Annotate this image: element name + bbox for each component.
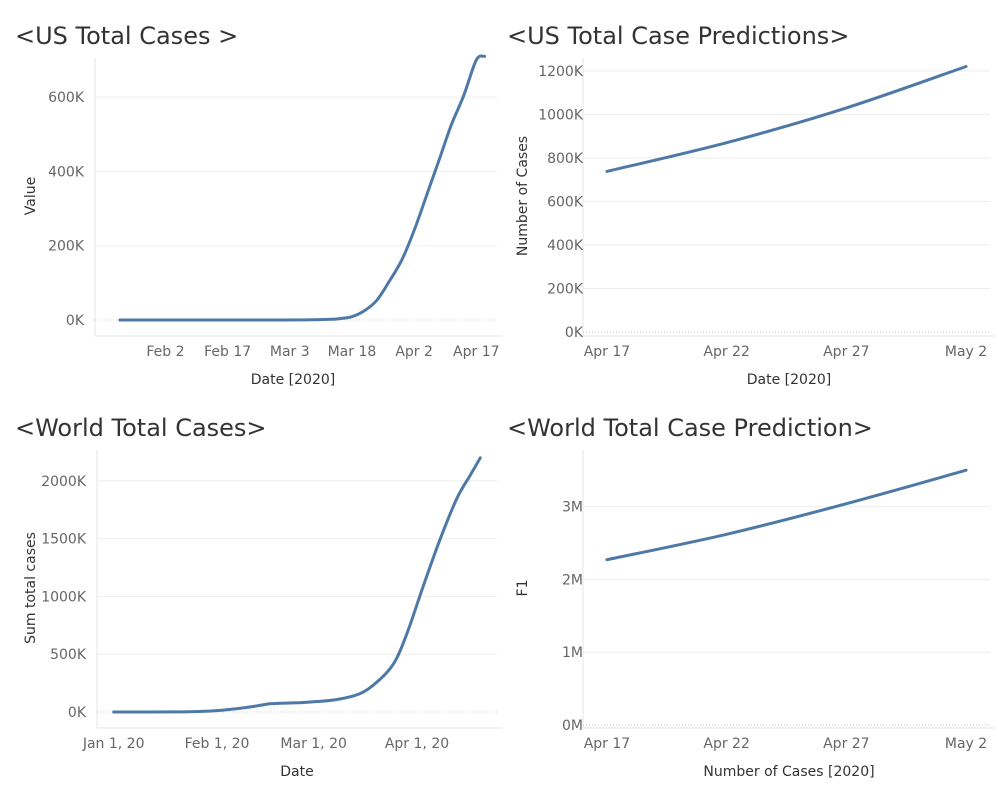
y-tick-label: 2M: [562, 572, 583, 588]
x-tick-label: Apr 17: [584, 736, 630, 752]
y-tick-label: 2000K: [41, 474, 87, 490]
x-tick-label: Apr 22: [703, 344, 749, 360]
y-tick-label: 400K: [48, 164, 85, 180]
y-tick-label: 500K: [50, 647, 87, 663]
x-tick-label: Apr 27: [823, 344, 869, 360]
us-predictions-x-label: Date [2020]: [747, 372, 831, 388]
y-tick-label: 600K: [547, 194, 584, 210]
x-tick-label: Feb 17: [204, 344, 251, 360]
world-prediction-x-label: Number of Cases [2020]: [703, 764, 874, 780]
series-line: [605, 468, 968, 562]
x-tick-label: Feb 1, 20: [185, 736, 250, 752]
us-total-cases-title: <US Total Cases >: [15, 22, 238, 50]
x-tick-label: Mar 18: [328, 344, 377, 360]
x-tick-label: Feb 2: [146, 344, 184, 360]
world-total-cases-title: <World Total Cases>: [15, 414, 267, 442]
world-prediction-y-label: F1: [515, 580, 531, 597]
world-prediction-title: <World Total Case Prediction>: [507, 414, 873, 442]
y-tick-label: 1200K: [538, 64, 584, 80]
y-tick-label: 600K: [48, 90, 85, 106]
x-tick-label: Apr 27: [823, 736, 869, 752]
x-tick-label: May 2: [945, 736, 987, 752]
y-tick-label: 200K: [48, 239, 85, 255]
y-tick-label: 0K: [66, 313, 85, 329]
x-tick-label: Mar 1, 20: [280, 736, 347, 752]
y-tick-label: 1M: [562, 645, 583, 661]
world-prediction-chart: <World Total Case Prediction> 0M 1M 2M 3M Ap…: [507, 414, 995, 780]
y-tick-label: 0K: [68, 705, 87, 721]
y-tick-label: 1000K: [538, 107, 584, 123]
us-total-cases-y-label: Value: [23, 177, 39, 215]
x-tick-label: Jan 1, 20: [82, 736, 145, 752]
y-tick-label: 0K: [565, 325, 584, 341]
world-total-cases-chart: <World Total Cases> 0K 500K 1000K 1500K 2000…: [15, 414, 502, 780]
series-line: [605, 65, 968, 173]
y-tick-label: 1500K: [41, 532, 87, 548]
us-predictions-y-label: Number of Cases: [515, 136, 531, 256]
world-total-cases-x-label: Date: [280, 764, 313, 780]
y-tick-label: 0M: [562, 718, 583, 734]
us-predictions-title: <US Total Case Predictions>: [507, 22, 849, 50]
x-tick-label: Apr 17: [453, 344, 499, 360]
x-tick-label: Apr 22: [703, 736, 749, 752]
y-tick-label: 1000K: [41, 589, 87, 605]
x-tick-label: Apr 1, 20: [385, 736, 449, 752]
us-total-cases-chart: <US Total Cases > 0K 200K 400K 600K Feb 2 Feb…: [15, 22, 502, 388]
series-line: [118, 54, 487, 322]
x-tick-label: May 2: [945, 344, 987, 360]
y-tick-label: 200K: [547, 281, 584, 297]
x-tick-label: Apr 2: [395, 344, 433, 360]
y-tick-label: 400K: [547, 238, 584, 254]
y-tick-label: 800K: [547, 151, 584, 167]
us-predictions-chart: <US Total Case Predictions> 0K 200K 400K 60…: [507, 22, 995, 388]
y-tick-label: 3M: [562, 500, 583, 516]
us-total-cases-x-label: Date [2020]: [251, 372, 335, 388]
world-total-cases-y-label: Sum total cases: [23, 532, 39, 644]
x-tick-label: Mar 3: [270, 344, 310, 360]
x-tick-label: Apr 17: [584, 344, 630, 360]
series-line: [112, 456, 482, 714]
